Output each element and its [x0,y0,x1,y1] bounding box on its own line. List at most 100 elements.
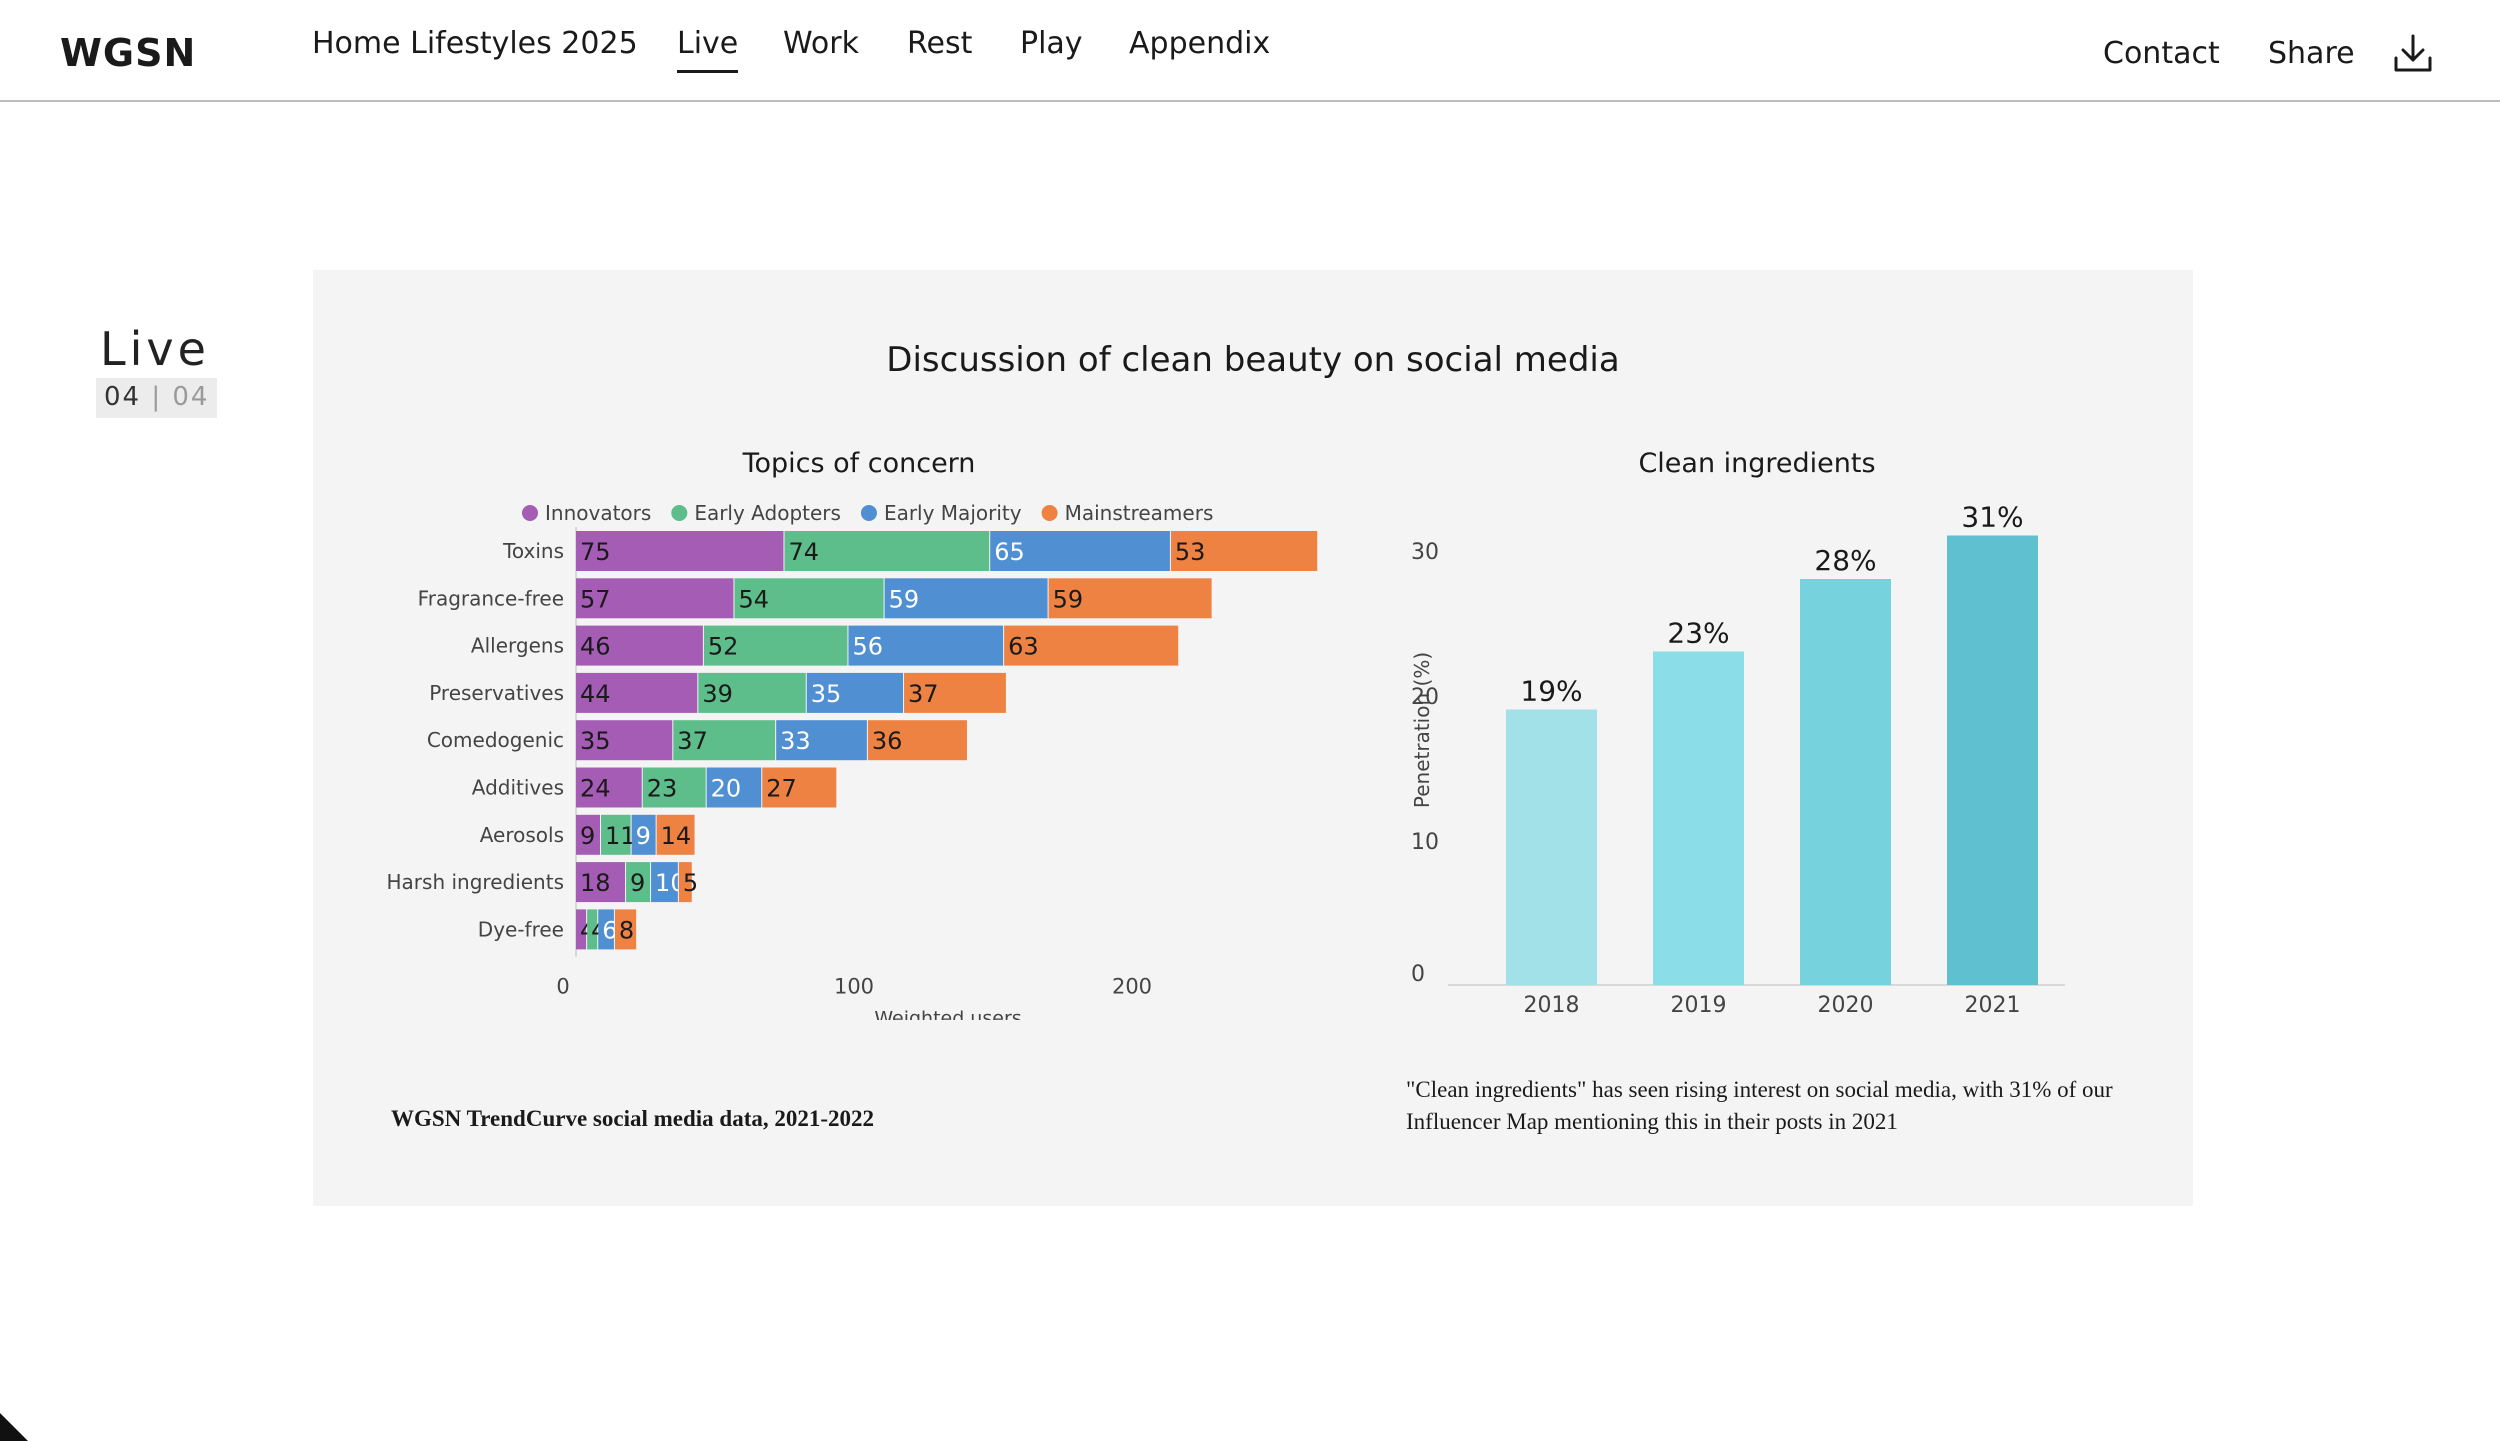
category-label-additives: Additives [472,776,564,800]
data-label-additives-early-adopters: 23 [647,775,678,803]
x-tick-label-2018: 2018 [1524,993,1580,1018]
tab-live[interactable]: Live [677,26,739,73]
data-label-dye-free-early-majority: 6 [602,916,617,944]
counter-separator: | [151,382,163,412]
legend-swatch-early-majority [860,505,877,521]
x-tick-label-2020: 2020 [1818,993,1874,1018]
bar-segment-allergens-mainstreamers [1004,625,1179,666]
data-label-aerosols-early-adopters: 11 [605,822,636,850]
chart-card: Discussion of clean beauty on social med… [313,270,2193,1206]
data-label-2021: 31% [1961,501,2023,534]
bar-segment-comedogenic-early-majority [776,720,867,761]
bar-segment-aerosols-early-adopters [601,814,631,855]
data-label-allergens-early-adopters: 52 [708,633,739,661]
data-label-aerosols-innovators: 9 [580,822,595,850]
bar-segment-dye-free-early-adopters [587,909,598,950]
data-label-2019: 23% [1667,617,1729,650]
legend-swatch-innovators [522,505,538,521]
bar-segment-allergens-early-majority [848,625,1004,666]
y-tick-label-0: 0 [1411,962,1425,987]
bar-2019 [1653,651,1744,985]
y-axis-label: Penetration (%) [1410,652,1434,808]
legend-label-early-majority: Early Majority [884,501,1022,525]
report-title[interactable]: Home Lifestyles 2025 [312,26,638,61]
bar-segment-allergens-innovators [576,625,703,666]
legend-label-early-adopters: Early Adopters [694,501,841,525]
category-label-preservatives: Preservatives [429,681,564,705]
legend-label-innovators: Innovators [545,501,651,525]
bar-2018 [1506,709,1597,985]
bar-segment-preservatives-innovators [576,672,698,713]
bar-segment-comedogenic-mainstreamers [867,720,967,761]
x-tick-label-2021: 2021 [1965,993,2021,1018]
data-label-dye-free-mainstreamers: 8 [619,916,634,944]
window-corner [0,1413,28,1441]
legend-swatch-mainstreamers [1041,505,1058,521]
tab-rest[interactable]: Rest [907,26,973,61]
total-pages: 04 [172,382,210,412]
section-name: Live [100,322,210,376]
category-label-harsh-ingredients: Harsh ingredients [387,870,564,894]
y-tick-label-10: 10 [1411,830,1439,855]
bar-segment-harsh-ingredients-innovators [576,862,626,903]
tab-play[interactable]: Play [1020,26,1083,61]
category-label-aerosols: Aerosols [480,823,564,847]
bar-segment-dye-free-early-majority [598,909,614,950]
data-label-preservatives-early-adopters: 39 [702,680,733,708]
data-label-preservatives-innovators: 44 [580,680,611,708]
y-tick-label-30: 30 [1411,540,1439,565]
data-label-harsh-ingredients-innovators: 18 [580,869,611,897]
data-label-allergens-early-majority: 56 [852,633,883,661]
bar-segment-fragrance-free-early-majority [884,578,1048,619]
data-label-fragrance-free-mainstreamers: 59 [1053,585,1084,613]
x-tick-label-2019: 2019 [1671,993,1727,1018]
category-label-toxins: Toxins [502,539,564,563]
data-label-comedogenic-early-majority: 33 [780,727,811,755]
legend-label-mainstreamers: Mainstreamers [1065,501,1214,525]
x-tick-label-100: 100 [834,975,874,999]
card-title: Discussion of clean beauty on social med… [886,340,1620,380]
data-label-comedogenic-early-adopters: 37 [677,727,708,755]
bar-segment-aerosols-innovators [576,814,601,855]
bar-segment-fragrance-free-early-adopters [734,578,884,619]
bar-segment-dye-free-mainstreamers [614,909,637,950]
clean-ingredients-chart: Clean ingredients 0 10 20 30 Penetration (%) 1… [1410,448,2065,1018]
legend-item-early-majority: Early Majority [860,501,1022,525]
topics-of-concern-chart: Topics of concern Innovators Early Adopter… [387,448,1318,1020]
data-label-allergens-mainstreamers: 63 [1008,633,1039,661]
bar-segment-additives-mainstreamers [762,767,837,808]
bar-segment-harsh-ingredients-mainstreamers [678,862,692,903]
bar-segment-comedogenic-early-adopters [673,720,776,761]
bar-segment-preservatives-early-adopters [698,672,806,713]
bar-segment-additives-early-majority [706,767,762,808]
y-tick-label-20: 20 [1411,685,1439,710]
data-label-2020: 28% [1814,544,1876,577]
category-label-dye-free: Dye-free [478,917,564,941]
chart-title: Topics of concern [742,448,976,479]
data-label-toxins-early-adopters: 74 [789,538,820,566]
bar-segment-allergens-early-adopters [703,625,848,666]
bar-segment-additives-early-adopters [642,767,706,808]
bar-segment-preservatives-mainstreamers [904,672,1006,713]
data-label-2018: 19% [1520,675,1582,708]
bar-segment-dye-free-innovators [576,909,587,950]
legend-item-early-adopters: Early Adopters [671,501,841,525]
section-page-counter: 04 | 04 [96,378,218,418]
data-label-toxins-innovators: 75 [580,538,611,566]
tab-work[interactable]: Work [783,26,859,61]
data-label-allergens-innovators: 46 [580,633,611,661]
legend-swatch-early-adopters [671,505,688,521]
category-label-allergens: Allergens [471,634,564,658]
bar-segment-toxins-innovators [576,531,784,571]
legend-item-mainstreamers: Mainstreamers [1041,501,1214,525]
data-label-toxins-early-majority: 65 [994,538,1025,566]
download-icon[interactable] [2392,32,2434,74]
wgsn-logo[interactable]: WGSN [60,30,192,72]
contact-link[interactable]: Contact [2103,36,2220,71]
legend-item-innovators: Innovators [522,501,651,525]
tab-appendix[interactable]: Appendix [1129,26,1271,61]
chart-note: "Clean ingredients" has seen rising inte… [1406,1077,2113,1134]
x-tick-label-200: 200 [1112,975,1152,999]
bar-2020 [1800,579,1891,985]
share-button[interactable]: Share [2268,36,2355,71]
